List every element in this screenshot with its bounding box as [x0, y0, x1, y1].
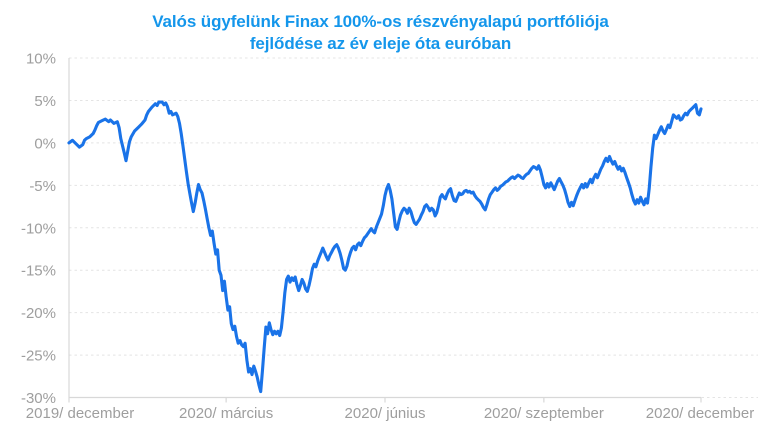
x-tick-marks [68, 397, 702, 403]
x-tick-label: 2020/ december [646, 405, 754, 422]
portfolio-performance-line [67, 100, 703, 394]
y-tick-label: -10% [21, 220, 56, 237]
y-tick-label: -15% [21, 263, 56, 280]
x-axis-labels: 2019/ december 2020/ március 2020/ június 2… [26, 405, 754, 422]
y-tick-label: -5% [29, 178, 56, 195]
gridlines [69, 57, 758, 398]
y-tick-label: 5% [34, 93, 56, 110]
chart-title-line2: fejlődése az év eleje óta euróban [249, 34, 512, 53]
chart-title-line1: Valós ügyfelünk Finax 100%-os részvényal… [152, 12, 609, 31]
y-tick-label: -30% [21, 390, 56, 407]
y-tick-label: 0% [34, 135, 56, 152]
x-tick-label: 2020/ szeptember [484, 405, 604, 422]
x-tick-label: 2020/ június [345, 405, 426, 422]
y-axis-labels: 10% 5% 0% -5% -10% -15% -20% -25% -30% [21, 51, 56, 408]
x-tick-label: 2020/ március [179, 405, 273, 422]
y-tick-label: -20% [21, 305, 56, 322]
chart-title: Valós ügyfelünk Finax 100%-os részvényal… [0, 11, 761, 55]
x-tick-label: 2019/ december [26, 405, 134, 422]
y-tick-label: 10% [26, 51, 56, 68]
y-tick-label: -25% [21, 348, 56, 365]
